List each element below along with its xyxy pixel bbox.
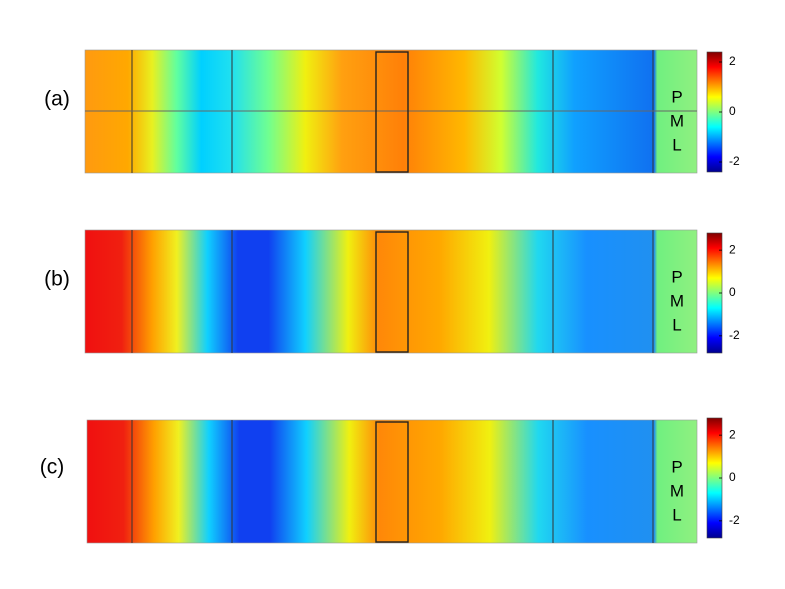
pml-letter: M [670,481,684,500]
colorbar-tick-label: -2 [729,154,740,168]
pml-letter: P [671,457,682,476]
field [84,229,698,354]
pml-letter: M [670,111,684,130]
colorbar-tick-label: 2 [729,242,736,256]
field [86,419,698,544]
pml-letter: P [671,87,682,106]
panel-label: (a) [44,88,70,111]
panel-label: (c) [40,456,65,479]
colorbar-tick-label: 0 [729,470,736,484]
pml-letter: L [672,505,681,524]
colorbar-tick-label: 2 [729,427,736,441]
scatterer-box [375,231,409,353]
pml-letter: M [670,291,684,310]
scatterer-box [375,421,409,543]
panel-label: (b) [44,268,70,291]
colorbar-tick-label: 0 [729,285,736,299]
pml-letter: L [672,315,681,334]
scatterer-box [375,51,409,173]
colorbar-tick-label: 0 [729,104,736,118]
pml-letter: P [671,267,682,286]
pml-letter: L [672,135,681,154]
colorbar-tick-label: -2 [729,328,740,342]
colorbar-tick-label: -2 [729,513,740,527]
colorbar-tick-label: 2 [729,54,736,68]
